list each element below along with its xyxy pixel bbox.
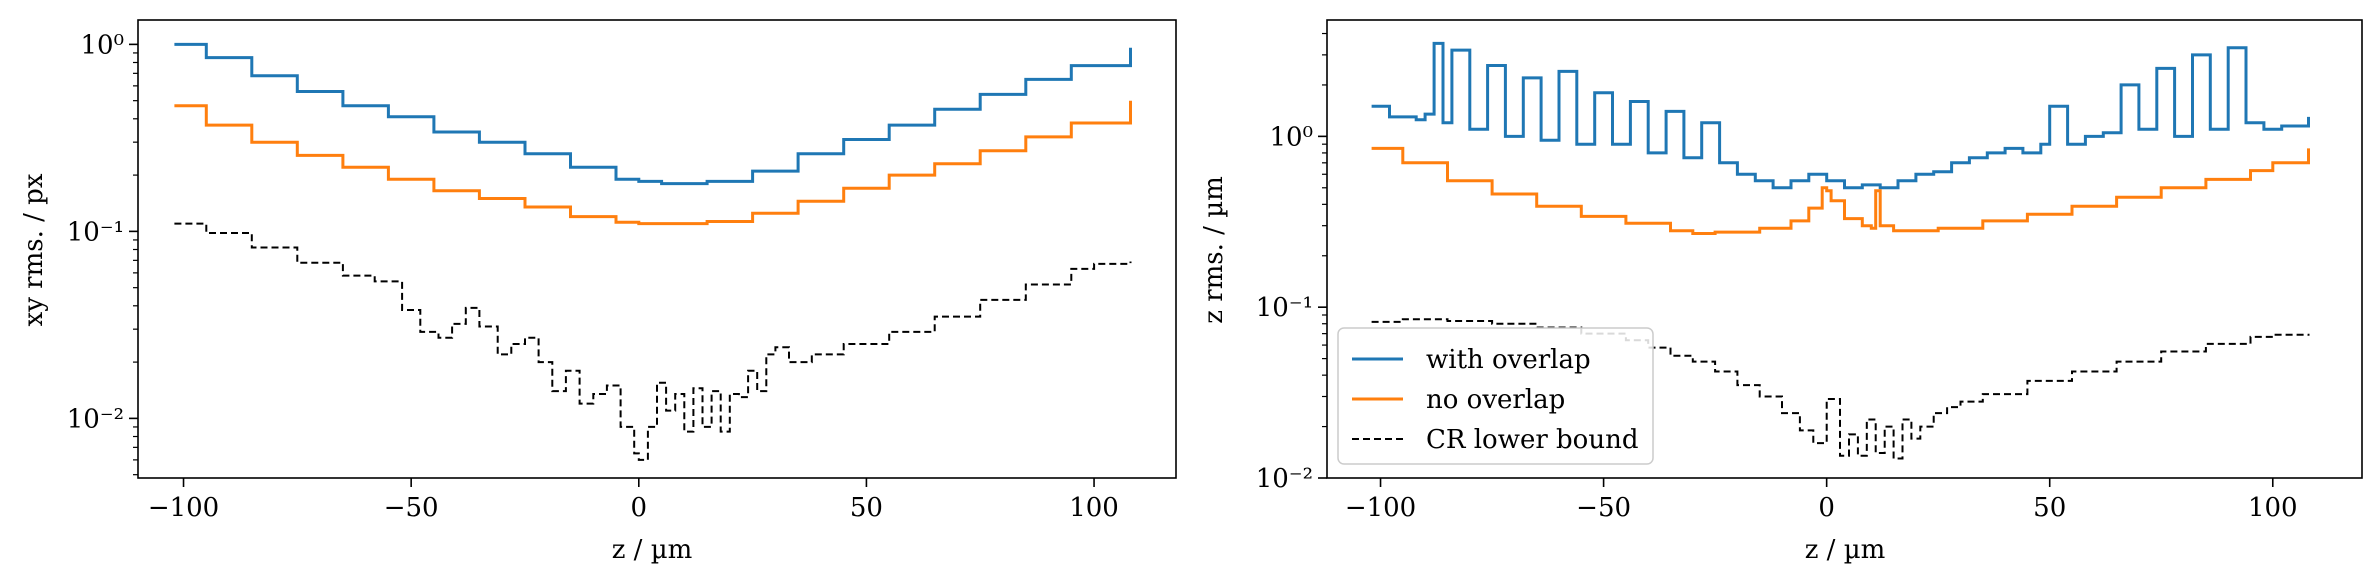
left-axis-ticks: −100 −50 0 50 100 10⁻² 10⁻¹ 10⁰ xyxy=(67,19,1177,523)
left-x-tick-label: 100 xyxy=(1069,493,1119,523)
left-y-tick-label: 10⁻² xyxy=(67,404,124,434)
right-x-axis-label: z / µm xyxy=(1805,535,1886,565)
left-series-1 xyxy=(174,100,1132,226)
left-chart: −100 −50 0 50 100 10⁻² 10⁻¹ 10⁰ z / µm xy rms. … xyxy=(19,19,1177,565)
legend-frame xyxy=(1337,327,1654,465)
legend-label-no-overlap: no overlap xyxy=(1426,385,1565,415)
right-x-tick-label: 100 xyxy=(2248,493,2298,523)
left-series-2 xyxy=(174,222,1132,461)
right-y-tick-label: 10⁻² xyxy=(1256,464,1313,494)
left-y-tick-label: 10⁰ xyxy=(80,30,124,60)
left-y-axis-label: xy rms. / px xyxy=(19,173,49,326)
right-axes-frame xyxy=(1326,19,2363,479)
right-x-tick-label: 50 xyxy=(2033,493,2066,523)
left-x-tick-label: 50 xyxy=(850,493,883,523)
right-x-tick-label: 0 xyxy=(1818,493,1835,523)
right-series-no-overlap xyxy=(1371,146,2310,235)
right-x-tick-label: −50 xyxy=(1576,493,1631,523)
left-series-0 xyxy=(174,42,1132,186)
right-series-with-overlap xyxy=(1371,41,2310,190)
right-chart: −100 −50 0 50 100 10⁻² 10⁻¹ 10⁰ z / µm z rms. /… xyxy=(1199,19,2363,565)
left-x-tick-label: 0 xyxy=(631,493,648,523)
left-y-tick-label: 10⁻¹ xyxy=(67,217,124,247)
legend-label-cr-lower-bound: CR lower bound xyxy=(1426,425,1638,455)
right-axis-ticks: −100 −50 0 50 100 10⁻² 10⁻¹ 10⁰ xyxy=(1256,19,2363,523)
right-y-tick-label: 10⁰ xyxy=(1269,122,1313,152)
left-x-tick-label: −50 xyxy=(384,493,439,523)
legend-label-with-overlap: with overlap xyxy=(1426,345,1591,375)
right-y-axis-label: z rms. / µm xyxy=(1199,176,1229,324)
left-x-axis-label: z / µm xyxy=(612,535,693,565)
right-x-tick-label: −100 xyxy=(1345,493,1416,523)
legend: with overlap no overlap CR lower bound xyxy=(1337,327,1654,465)
left-plot-area xyxy=(174,42,1132,461)
right-y-tick-label: 10⁻¹ xyxy=(1256,293,1313,323)
left-x-tick-label: −100 xyxy=(148,493,219,523)
